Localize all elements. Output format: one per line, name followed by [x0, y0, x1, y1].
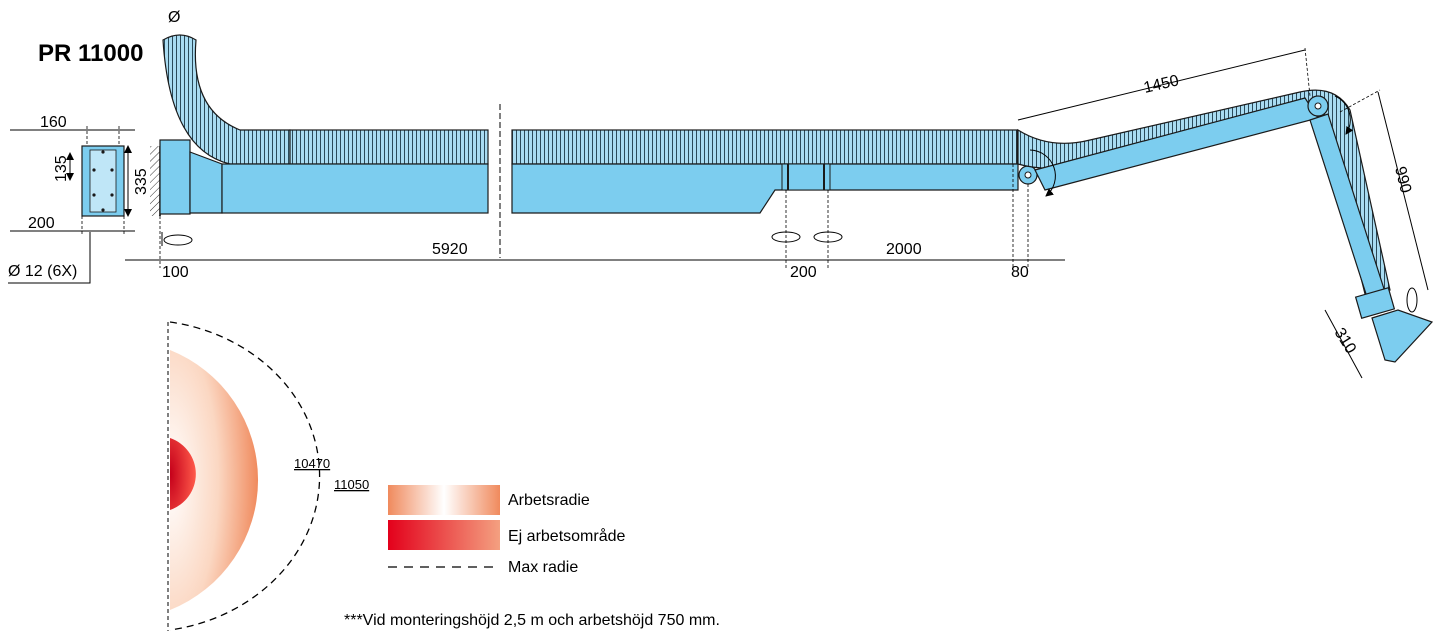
working-radius-diagram: 10470 11050	[167, 321, 369, 631]
work-radius-value: 10470	[294, 456, 330, 471]
wall-hatch	[150, 146, 160, 216]
wall-bracket	[159, 139, 191, 215]
rotation-symbol	[1406, 287, 1418, 313]
bolt-hole	[101, 208, 105, 212]
dimension-chain: 100 5920 200 2000 80	[125, 164, 1065, 281]
dim-main-length: 5920	[432, 241, 468, 258]
dim-mount-height: 335	[133, 168, 150, 195]
rotation-arc	[1029, 149, 1056, 197]
work-radius-area	[170, 350, 259, 610]
max-radius-value: 11050	[334, 477, 369, 492]
extraction-hood	[1371, 309, 1434, 363]
mounting-plate-inner	[89, 149, 117, 213]
legend: Arbetsradie Ej arbetsområde Max radie	[388, 485, 625, 576]
bolt-hole	[110, 168, 114, 172]
rotation-symbol	[163, 234, 193, 246]
legend-label-no-work-area: Ej arbetsområde	[508, 527, 625, 545]
hose-bend	[162, 34, 291, 165]
hose-segment-left	[289, 129, 489, 165]
dim-upper-arm: 1450	[1142, 72, 1181, 97]
footnote: ***Vid monteringshöjd 2,5 m och arbetshö…	[344, 612, 720, 629]
arm-taper	[189, 151, 223, 214]
mounting-plate-view: 160 135 335 200 Ø 12 (6X)	[8, 114, 150, 284]
legend-swatch-work-radius	[388, 485, 500, 515]
dim-mount-inner: 135	[53, 155, 70, 182]
legend-swatch-no-work-area	[388, 520, 500, 550]
dim-joint-offset: 80	[1011, 264, 1029, 281]
product-title: PR 11000	[38, 40, 143, 67]
boom-arm	[159, 139, 1038, 215]
dim-hood: 310	[1331, 325, 1360, 357]
no-work-area	[170, 438, 196, 510]
dim-offset-start: 100	[162, 264, 189, 281]
dim-bolt-holes: Ø 12 (6X)	[8, 263, 77, 280]
raised-arm: 1450 990 310	[1017, 47, 1434, 379]
dim-line	[1324, 309, 1363, 379]
bolt-hole	[110, 193, 114, 197]
dim-bracket-spacing: 200	[790, 264, 817, 281]
bolt-hole	[92, 168, 96, 172]
leader-line	[8, 232, 91, 284]
bolt-hole	[101, 150, 105, 154]
dim-mount-base: 200	[28, 215, 55, 232]
arm-support-bracket	[781, 163, 831, 191]
upper-joint-center	[1314, 102, 1322, 110]
rotation-arc	[1334, 95, 1354, 135]
arm-segment-right	[511, 163, 1019, 214]
dim-mount-width: 160	[40, 114, 67, 131]
arm-segment-left	[221, 163, 489, 214]
dim-lower-arm: 990	[1391, 165, 1414, 195]
max-radius-arc	[169, 321, 321, 631]
legend-label-max-radius: Max radie	[508, 559, 578, 576]
dim-ext	[1304, 47, 1311, 97]
bolt-hole	[92, 193, 96, 197]
hose-segment-right	[511, 129, 1018, 165]
hose-diameter-symbol: Ø	[168, 9, 180, 26]
hood-collar	[1354, 286, 1396, 320]
dim-line	[1017, 49, 1306, 121]
dim-line	[1377, 91, 1429, 291]
elbow-joint-center	[1024, 171, 1032, 179]
dim-ext	[1339, 89, 1381, 113]
legend-label-work-radius: Arbetsradie	[508, 492, 590, 509]
extraction-hose: Ø	[162, 9, 1018, 165]
dim-segment-length: 2000	[886, 241, 922, 258]
